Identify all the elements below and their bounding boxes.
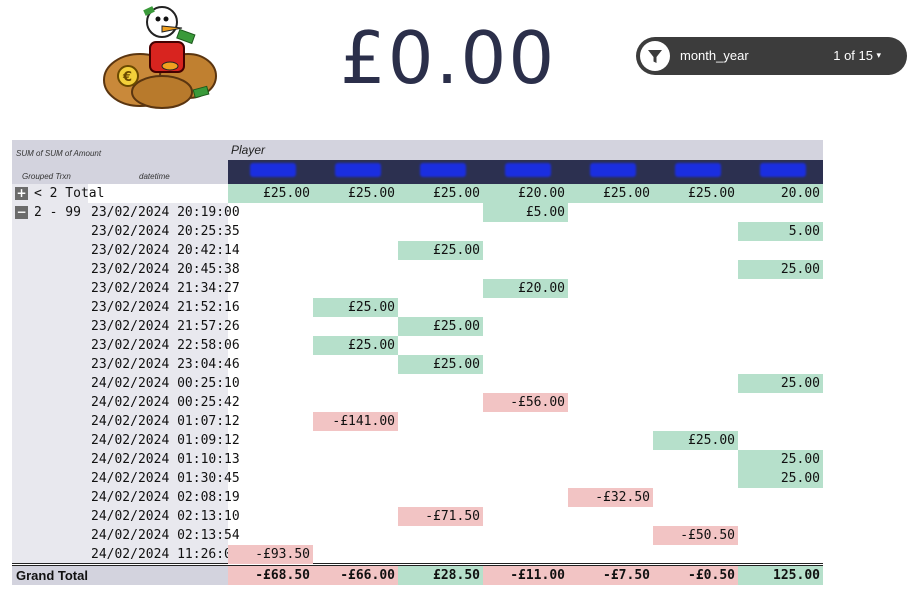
value-cell: £5.00 [483, 203, 568, 222]
filter-count: 1 of 15 [833, 48, 873, 63]
datetime-label: 24/02/2024 01:10:13 [91, 452, 240, 467]
divider [12, 565, 823, 566]
redacted-name [760, 163, 806, 177]
datetime-label: 23/02/2024 23:04:46 [91, 357, 240, 372]
datetime-label: 23/02/2024 21:52:16 [91, 300, 240, 315]
logo-image: € [100, 2, 222, 110]
player-header[interactable] [228, 160, 313, 184]
duck-money-icon: € [103, 6, 217, 109]
subtotal-cell: £25.00 [313, 184, 398, 203]
value-cell: £25.00 [398, 355, 483, 374]
group-column [12, 184, 88, 563]
redacted-name [590, 163, 636, 177]
value-cell: £25.00 [398, 317, 483, 336]
grand-total-cell: -£68.50 [228, 566, 313, 585]
subtotal-cell: 20.00 [738, 184, 823, 203]
datetime-label: 24/02/2024 02:13:10 [91, 509, 240, 524]
redacted-name [675, 163, 721, 177]
svg-text:€: € [122, 70, 132, 85]
redacted-name [505, 163, 551, 177]
datetime-label: 23/02/2024 20:45:38 [91, 262, 240, 277]
value-cell: 5.00 [738, 222, 823, 241]
datetime-label: 24/02/2024 00:25:42 [91, 395, 240, 410]
datetime-label: 23/02/2024 21:57:26 [91, 319, 240, 334]
value-cell: 25.00 [738, 374, 823, 393]
measure-label: SUM of SUM of Amount [16, 149, 102, 158]
player-header-row [228, 160, 823, 184]
grand-total-cell: -£66.00 [313, 566, 398, 585]
value-cell: 25.00 [738, 450, 823, 469]
grand-total-label: Grand Total [16, 568, 88, 583]
datetime-label: 24/02/2024 02:13:54 [91, 528, 240, 543]
redacted-name [420, 163, 466, 177]
value-cell: £25.00 [398, 241, 483, 260]
divider [12, 563, 823, 564]
player-header[interactable] [398, 160, 483, 184]
value-cell: £25.00 [313, 298, 398, 317]
grand-total-cell: -£0.50 [653, 566, 738, 585]
grand-total-cell: £28.50 [398, 566, 483, 585]
player-header[interactable] [313, 160, 398, 184]
grand-total-cell: 125.00 [738, 566, 823, 585]
value-cell: £25.00 [313, 336, 398, 355]
datetime-label: 24/02/2024 02:08:19 [91, 490, 240, 505]
grand-total-cell: -£7.50 [568, 566, 653, 585]
redacted-name [250, 163, 296, 177]
datetime-label: 23/02/2024 20:25:35 [91, 224, 240, 239]
player-header[interactable] [653, 160, 738, 184]
datetime-label: 24/02/2024 01:30:45 [91, 471, 240, 486]
grand-total-row [12, 566, 228, 585]
datetime-label: 23/02/2024 22:58:06 [91, 338, 240, 353]
value-cell: -£71.50 [398, 507, 483, 526]
kpi-value: £0.00 [340, 16, 557, 100]
group-label: < 2 Total [34, 186, 105, 201]
row-field-label-grouped[interactable]: Grouped Trxn [22, 172, 71, 181]
value-cell: -£56.00 [483, 393, 568, 412]
datetime-label: 23/02/2024 20:19:00 [91, 205, 240, 220]
subtotal-cell: £25.00 [228, 184, 313, 203]
value-cell: -£32.50 [568, 488, 653, 507]
filter-icon [640, 41, 670, 71]
datetime-label: 24/02/2024 01:09:12 [91, 433, 240, 448]
player-header[interactable] [483, 160, 568, 184]
chevron-down-icon[interactable]: ▾ [876, 51, 881, 61]
value-cell: £25.00 [653, 431, 738, 450]
datetime-column [88, 203, 228, 563]
datetime-label: 24/02/2024 00:25:10 [91, 376, 240, 391]
redacted-name [335, 163, 381, 177]
month-year-filter[interactable]: month_year 1 of 15 ▾ [636, 37, 907, 75]
filter-name: month_year [680, 48, 749, 63]
value-cell: 25.00 [738, 469, 823, 488]
column-field-label[interactable]: Player [231, 143, 266, 157]
subtotal-cell: £20.00 [483, 184, 568, 203]
grand-total-cell: -£11.00 [483, 566, 568, 585]
value-cell: -£93.50 [228, 545, 313, 564]
pivot-table: SUM of SUM of Amount Player Grouped Trxn… [12, 140, 823, 588]
row-field-label-datetime[interactable]: datetime [139, 172, 170, 181]
subtotal-cell: £25.00 [653, 184, 738, 203]
collapse-toggle[interactable]: − [15, 205, 28, 219]
subtotal-cell: £25.00 [398, 184, 483, 203]
value-cell: -£141.00 [313, 412, 398, 431]
expand-toggle[interactable]: + [15, 186, 28, 200]
datetime-label: 23/02/2024 20:42:14 [91, 243, 240, 258]
datetime-label: 23/02/2024 21:34:27 [91, 281, 240, 296]
subtotal-cell: £25.00 [568, 184, 653, 203]
group-label: 2 - 99 [34, 205, 81, 220]
player-header[interactable] [738, 160, 823, 184]
value-cell: £20.00 [483, 279, 568, 298]
datetime-label: 24/02/2024 01:07:12 [91, 414, 240, 429]
datetime-label: 24/02/2024 11:26:00 [91, 547, 240, 562]
value-cell: -£50.50 [653, 526, 738, 545]
player-header[interactable] [568, 160, 653, 184]
value-cell: 25.00 [738, 260, 823, 279]
